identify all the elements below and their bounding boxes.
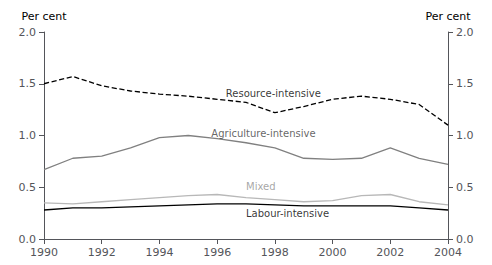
svg-text:0.0: 0.0	[19, 233, 37, 246]
svg-text:Labour-intensive: Labour-intensive	[246, 208, 329, 219]
svg-text:2.0: 2.0	[19, 26, 37, 39]
svg-text:Resource-intensive: Resource-intensive	[226, 88, 321, 99]
svg-text:1990: 1990	[30, 246, 58, 259]
svg-text:1.5: 1.5	[19, 77, 37, 90]
svg-text:Per cent: Per cent	[425, 10, 471, 23]
svg-text:Agriculture-intensive: Agriculture-intensive	[211, 128, 315, 139]
svg-text:2004: 2004	[434, 246, 462, 259]
svg-text:1998: 1998	[261, 246, 289, 259]
svg-text:1992: 1992	[88, 246, 116, 259]
svg-text:Mixed: Mixed	[246, 181, 276, 192]
svg-text:Per cent: Per cent	[21, 10, 67, 23]
svg-text:1.5: 1.5	[456, 77, 474, 90]
svg-text:0.0: 0.0	[456, 233, 474, 246]
svg-text:1996: 1996	[203, 246, 231, 259]
svg-text:1.0: 1.0	[19, 129, 37, 142]
svg-text:1.0: 1.0	[456, 129, 474, 142]
svg-text:2.0: 2.0	[456, 26, 474, 39]
svg-text:0.5: 0.5	[19, 181, 37, 194]
svg-text:2000: 2000	[319, 246, 347, 259]
svg-text:0.5: 0.5	[456, 181, 474, 194]
svg-text:1994: 1994	[145, 246, 173, 259]
svg-text:2002: 2002	[376, 246, 404, 259]
